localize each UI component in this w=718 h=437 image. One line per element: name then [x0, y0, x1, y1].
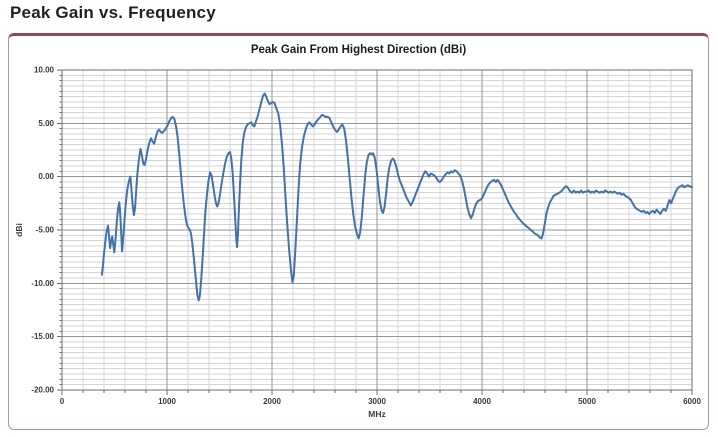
x-tick-labels: 0 1000 2000 3000 4000 5000 6000	[60, 397, 702, 406]
axis-ticks	[57, 69, 693, 395]
y-axis-title: dBi	[14, 223, 24, 237]
y-tick-label: 5.00	[38, 119, 54, 128]
x-axis-title: MHz	[368, 409, 385, 419]
x-tick-label: 6000	[683, 397, 701, 406]
y-tick-label: 10.00	[34, 66, 55, 75]
y-tick-label: -5.00	[36, 226, 55, 235]
chart-container: Peak Gain From Highest Direction (dBi) 0…	[8, 33, 709, 430]
x-tick-label: 4000	[473, 397, 491, 406]
y-tick-label: 0.00	[38, 172, 54, 181]
page-title: Peak Gain vs. Frequency	[10, 3, 216, 22]
y-tick-label: -10.00	[31, 279, 54, 288]
x-tick-label: 1000	[158, 397, 176, 406]
chart-title: Peak Gain From Highest Direction (dBi)	[250, 44, 467, 56]
x-tick-label: 2000	[263, 397, 281, 406]
y-tick-labels: 10.00 5.00 0.00 -5.00 -10.00 -15.00 -20.00	[31, 66, 54, 395]
x-tick-label: 3000	[368, 397, 386, 406]
y-tick-label: -15.00	[31, 332, 54, 341]
x-tick-label: 0	[60, 397, 65, 406]
y-tick-label: -20.00	[31, 386, 54, 395]
x-tick-label: 5000	[578, 397, 596, 406]
peak-gain-series-line	[100, 92, 693, 302]
peak-gain-frequency-chart: 0 1000 2000 3000 4000 5000 6000 10.00 5.00 0.00 -5…	[14, 66, 702, 420]
